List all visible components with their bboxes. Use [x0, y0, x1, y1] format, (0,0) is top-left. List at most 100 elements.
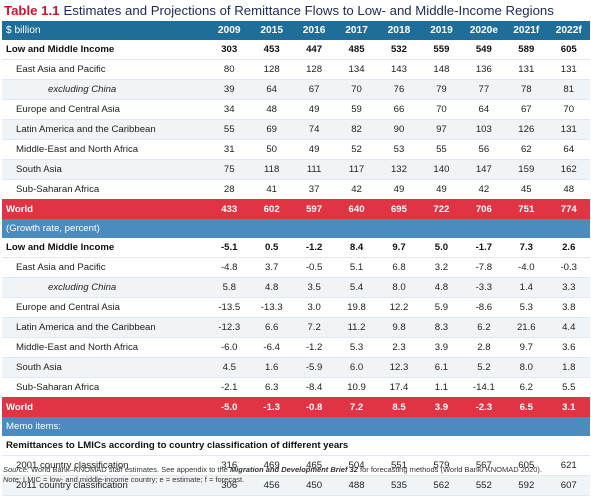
growth-region-row: East Asia and Pacific -4.8 3.7 -0.5 5.1 6.8 3.… [2, 257, 590, 278]
cell-value: 552 [462, 475, 506, 496]
cell-value: 1.6 [250, 357, 293, 378]
cell-value: 131 [547, 119, 590, 140]
cell-value: 118 [250, 159, 293, 180]
cell-value: 81 [547, 79, 590, 100]
cell-value: 39 [208, 79, 251, 100]
cell-value: 2022f [547, 21, 590, 41]
cell-value: 42 [335, 179, 378, 200]
cell-value: 450 [292, 475, 336, 496]
cell-value: 1.1 [420, 377, 463, 398]
cell-value: 525 [377, 495, 421, 500]
table-number: Table 1.1 [4, 3, 60, 18]
cell-value: 6.0 [335, 357, 378, 378]
cell-value: 2018 [377, 21, 421, 41]
cell-value: 0.5 [265, 242, 279, 254]
cell-value: -1.2 [305, 242, 323, 254]
cell-value: 67 [292, 79, 336, 100]
cell-value: 5.9 [420, 297, 463, 318]
cell-value: -6.0 [208, 337, 251, 358]
cell-value: 162 [547, 159, 590, 180]
cell-value: 2.8 [462, 337, 506, 358]
cell-value: 535 [377, 475, 421, 496]
cell-value: -1.3 [250, 397, 293, 417]
row-label: East Asia and Pacific [2, 257, 209, 278]
row-label: Latin America and the Caribbean [2, 119, 209, 140]
cell-value: 48 [547, 179, 590, 200]
cell-value: 128 [292, 59, 336, 80]
cell-value: 82 [335, 119, 378, 140]
cell-value: 5.3 [505, 297, 548, 318]
cell-value: 596 [547, 495, 590, 500]
row-label: South Asia [2, 357, 209, 378]
cell-value: 447 [250, 495, 293, 500]
cell-value: -8.6 [462, 297, 506, 318]
cell-value: 55 [420, 139, 463, 160]
row-label: World [2, 397, 209, 417]
row-label: Europe and Central Asia [2, 297, 209, 318]
cell-value: 2017 [335, 21, 378, 41]
region-row: Europe and Central Asia 34 48 49 59 66 70 64 67 7… [2, 99, 590, 120]
cell-value: 5.2 [462, 357, 506, 378]
cell-value: -8.4 [292, 377, 336, 398]
cell-value: 6.1 [420, 357, 463, 378]
region-row: Latin America and the Caribbean 55 69 74 82 9… [2, 119, 590, 140]
cell-value: 302 [208, 495, 251, 500]
cell-value: 722 [420, 199, 463, 219]
row-label: 2011 country classification [2, 475, 209, 496]
row-label: 2020 country classification [2, 495, 209, 500]
cell-value: 751 [505, 199, 548, 219]
region-row: East Asia and Pacific 80 128 128 134 143 148 13… [2, 59, 590, 80]
cell-value: 64 [547, 139, 590, 160]
cell-value: 567 [462, 455, 506, 476]
cell-value: 3.5 [292, 277, 336, 298]
cell-value: 6.3 [250, 377, 293, 398]
cell-value: 465 [292, 455, 336, 476]
row-label: Middle-East and North Africa [2, 139, 209, 160]
cell-value: 2.3 [377, 337, 421, 358]
row-label: World [2, 199, 209, 219]
cell-value: 1.4 [505, 277, 548, 298]
cell-value: 541 [462, 495, 506, 500]
cell-value: 76 [377, 79, 421, 100]
cell-value: 66 [377, 99, 421, 120]
remittance-table: $ billion 2009 2015 2016 2017 2018 2019 2020e 20… [2, 21, 590, 500]
cell-value: 48 [250, 99, 293, 120]
cell-value: 774 [547, 199, 590, 219]
cell-value: 140 [420, 159, 463, 180]
cell-value: 42 [462, 179, 506, 200]
cell-value: 77 [462, 79, 506, 100]
cell-value: 5.3 [335, 337, 378, 358]
cell-value: 75 [208, 159, 251, 180]
cell-value: 592 [505, 475, 548, 496]
cell-value: -5.0 [208, 397, 251, 417]
growth-lmic-row: Low and Middle Income -5.1 0.5 -1.2 8.4 9.7 5.… [2, 238, 590, 258]
cell-value: 5.5 [547, 377, 590, 398]
cell-value: 3.0 [292, 297, 336, 318]
cell-value: 56 [462, 139, 506, 160]
abbrev-note: Note: LMIC = low- and middle-income coun… [3, 474, 245, 484]
cell-value: 579 [420, 455, 463, 476]
cell-value: 6.6 [250, 317, 293, 338]
cell-value: -13.3 [250, 297, 293, 318]
growth-region-row: Europe and Central Asia -13.5 -13.3 3.0 19.8… [2, 297, 590, 318]
cell-value: 3.8 [547, 297, 590, 318]
cell-value: 70 [547, 99, 590, 120]
cell-value: 62 [505, 139, 548, 160]
cell-value: 21.6 [505, 317, 548, 338]
footnotes: Source: World Bank–KNOMAD staff estimate… [3, 465, 591, 484]
cell-value: 640 [335, 199, 378, 219]
cell-value: 8.0 [377, 277, 421, 298]
memo-row: 2001 country classification 316 469 465 504 5… [2, 455, 590, 476]
cell-value: 49 [420, 179, 463, 200]
cell-value: 49 [377, 179, 421, 200]
cell-value: 2021f [505, 21, 548, 41]
cell-value: -4.0 [505, 257, 548, 278]
cell-value: 3.2 [420, 257, 463, 278]
cell-value: 7.2 [292, 317, 336, 338]
cell-value: 4.4 [547, 317, 590, 338]
cell-value: 562 [420, 475, 463, 496]
cell-value: 504 [335, 455, 378, 476]
cell-value: 131 [547, 59, 590, 80]
row-label: Europe and Central Asia [2, 99, 209, 120]
memo-band: Memo items: [2, 416, 590, 437]
